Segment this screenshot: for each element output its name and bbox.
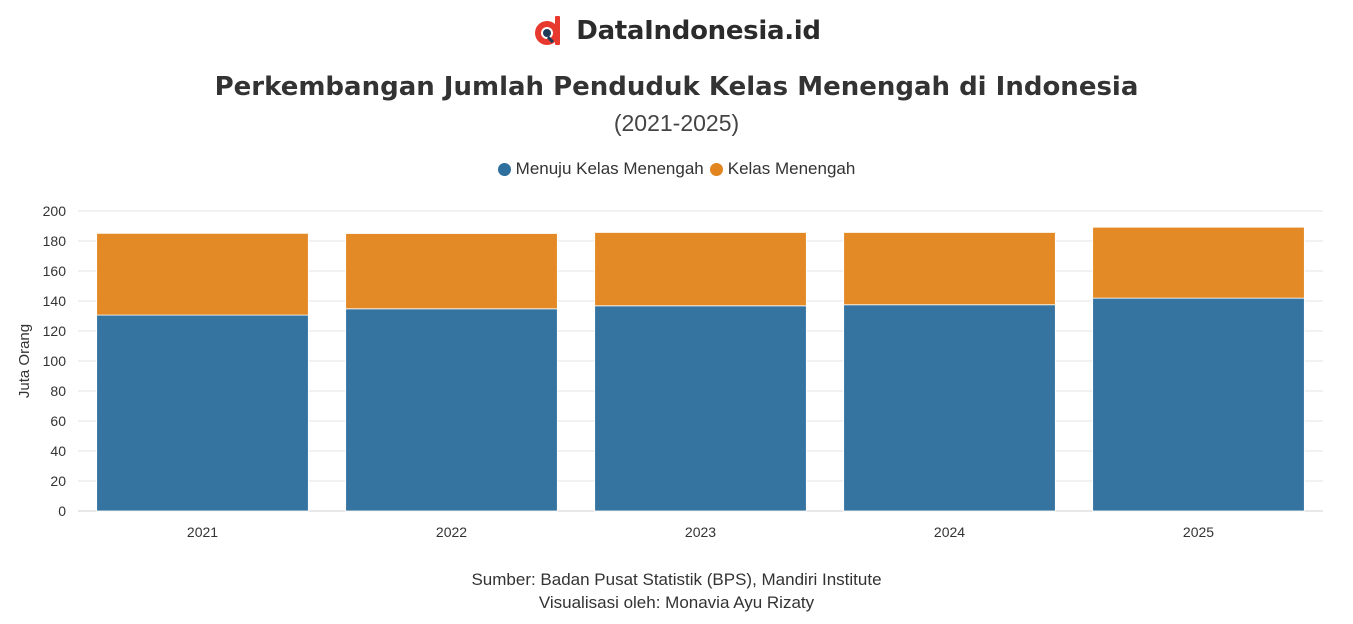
bar-menuju-kelas-menengah	[594, 305, 807, 512]
bar-kelas-menengah	[594, 232, 807, 307]
bar-menuju-kelas-menengah	[1092, 297, 1305, 512]
legend-label: Menuju Kelas Menengah	[515, 159, 704, 178]
credit-text: Visualisasi oleh: Monavia Ayu Rizaty	[538, 593, 815, 612]
chart-legend: Menuju Kelas Menengah Kelas Menengah	[0, 159, 1353, 179]
bar-menuju-kelas-menengah	[345, 308, 558, 512]
legend-item-menuju-kelas-menengah[interactable]: Menuju Kelas Menengah	[497, 159, 704, 179]
y-tick-label: 140	[43, 293, 67, 309]
bar-kelas-menengah	[1092, 226, 1305, 299]
legend-swatch	[497, 162, 511, 176]
y-tick-label: 60	[50, 413, 66, 429]
legend-label: Kelas Menengah	[727, 159, 856, 178]
bar-menuju-kelas-menengah	[96, 314, 309, 512]
chart-subtitle: (2021-2025)	[613, 110, 740, 136]
brand-name: DataIndonesia.id	[576, 16, 821, 46]
source-text: Sumber: Badan Pusat Statistik (BPS), Man…	[471, 570, 882, 589]
x-tick-label: 2022	[436, 524, 467, 540]
x-tick-label: 2025	[1183, 524, 1214, 540]
chart-title: Perkembangan Jumlah Penduduk Kelas Menen…	[214, 72, 1139, 102]
legend-item-kelas-menengah[interactable]: Kelas Menengah	[709, 159, 856, 179]
y-tick-label: 20	[50, 473, 66, 489]
bar-menuju-kelas-menengah	[843, 304, 1056, 512]
legend-swatch	[709, 162, 723, 176]
bar-kelas-menengah	[843, 232, 1056, 306]
bar-kelas-menengah	[345, 233, 558, 310]
y-tick-label: 180	[43, 233, 67, 249]
y-tick-label: 0	[58, 503, 66, 519]
y-tick-label: 160	[43, 263, 67, 279]
x-tick-label: 2023	[685, 524, 716, 540]
x-tick-label: 2024	[934, 524, 965, 540]
y-tick-label: 40	[50, 443, 66, 459]
datain-logo-icon	[535, 16, 561, 45]
y-axis-title: Juta Orang	[16, 324, 33, 398]
y-tick-label: 200	[43, 203, 67, 219]
x-tick-label: 2021	[187, 524, 218, 540]
chart-area: 0 20 40 60 80 100 120 140 160 180 200 Juta Orang 202…	[16, 203, 1323, 540]
brand-header: DataIndonesia.id	[0, 14, 1353, 48]
bar-kelas-menengah	[96, 232, 309, 316]
y-tick-label: 80	[50, 383, 66, 399]
y-tick-label: 120	[43, 323, 67, 339]
y-tick-label: 100	[43, 353, 67, 369]
chart-footer: Sumber: Badan Pusat Statistik (BPS), Man…	[0, 568, 1353, 614]
